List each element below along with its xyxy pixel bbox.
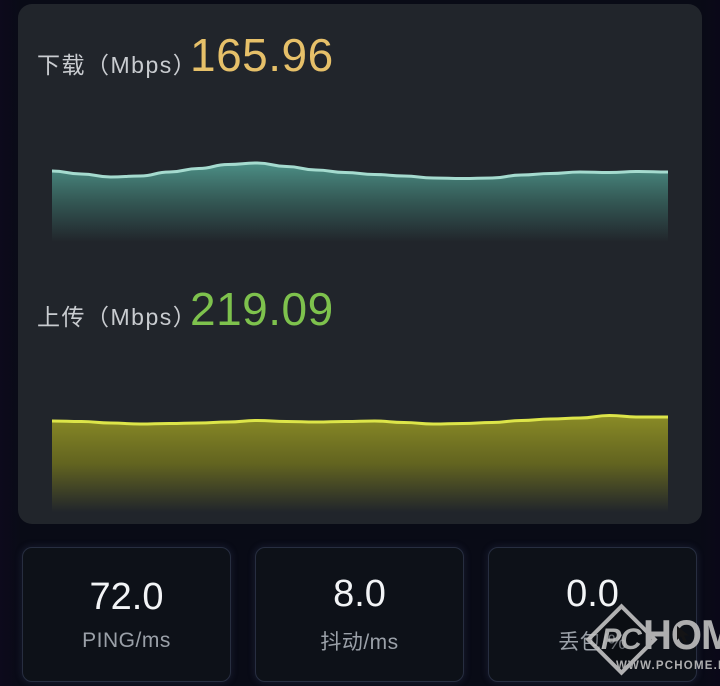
pchome-logo-pc-text: PC [601, 623, 642, 656]
download-chart [52, 161, 668, 242]
download-label: 下载（Mbps） [37, 52, 198, 78]
jitter-card: 8.0 抖动/ms [255, 547, 464, 682]
upload-chart [52, 413, 668, 512]
pchome-url-text: WWW.PCHOME.NET [616, 660, 720, 672]
pchome-watermark: PC HOME WWW.PCHOME.NET [583, 602, 720, 682]
packet-loss-label: 丢包/% [558, 631, 627, 654]
mouse-cursor-icon [677, 626, 689, 643]
jitter-label: 抖动/ms [320, 631, 399, 654]
stats-row: 72.0 PING/ms 8.0 抖动/ms 0.0 丢包/% [22, 547, 697, 682]
packet-loss-value: 0.0 [566, 573, 619, 615]
ping-card: 72.0 PING/ms [22, 547, 231, 682]
ping-value: 72.0 [89, 576, 164, 618]
upload-value: 219.09 [190, 283, 334, 335]
speed-charts-panel: 下载（Mbps） 165.96 上传（Mbps） 219.09 [18, 4, 702, 524]
upload-label: 上传（Mbps） [37, 304, 198, 330]
jitter-value: 8.0 [333, 573, 386, 615]
download-value: 165.96 [190, 29, 334, 81]
packet-loss-card: 0.0 丢包/% [488, 547, 697, 682]
ping-label: PING/ms [82, 629, 171, 652]
